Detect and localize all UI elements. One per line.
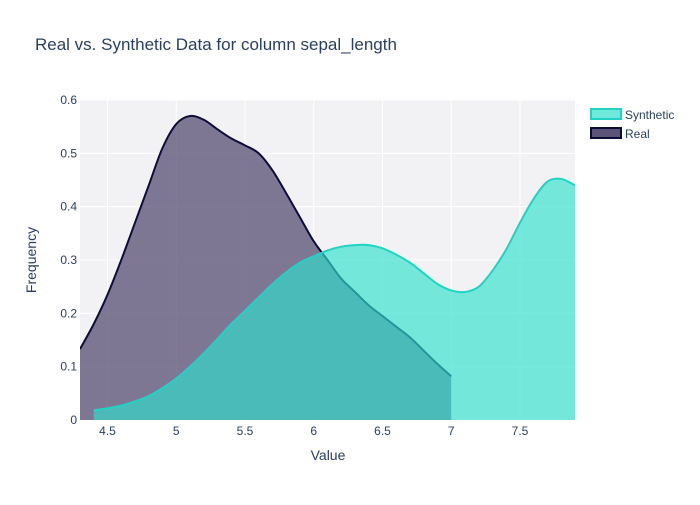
data-point-real[interactable]: Real: (5.9, 0.38) (297, 214, 303, 220)
data-point-synthetic[interactable]: Synthetic: (6.9, 0.255) (435, 281, 441, 287)
legend-item-synthetic[interactable]: Synthetic (590, 108, 674, 122)
data-point-real[interactable]: Real: (6, 0.335) (311, 238, 317, 244)
data-point-synthetic[interactable]: Synthetic: (4.9, 0.06) (160, 385, 166, 391)
y-tick-label: 0.2 (60, 306, 77, 320)
data-point-synthetic[interactable]: Synthetic: (5.6, 0.23) (256, 294, 262, 300)
data-point-synthetic[interactable]: Synthetic: (5.1, 0.1) (187, 364, 193, 370)
chart-title: Real vs. Synthetic Data for column sepal… (35, 35, 397, 54)
x-tick-label: 7.5 (512, 424, 529, 438)
data-point-synthetic[interactable]: Synthetic: (7.5, 0.37) (517, 220, 523, 226)
data-point-synthetic[interactable]: Synthetic: (7.3, 0.28) (490, 268, 496, 274)
axis-ticks: 4.5 5 5.5 6 6.5 7 7.5 0 0.1 0.2 0.3 0.4 0.5 0.6 (60, 93, 528, 438)
series-synthetic[interactable]: Synthetic: (4.4, 0.018) Synthetic: (4.5, … (91, 176, 578, 420)
data-point-synthetic[interactable]: Synthetic: (5.2, 0.125) (201, 350, 207, 356)
legend-label-real: Real (625, 127, 650, 141)
y-axis-label: Frequency (23, 227, 39, 293)
data-point-real[interactable]: Real: (4.5, 0.235) (105, 292, 111, 298)
data-point-synthetic[interactable]: Synthetic: (5, 0.078) (173, 375, 179, 381)
data-point-synthetic[interactable]: Synthetic: (6.2, 0.325) (338, 244, 344, 250)
data-point-synthetic[interactable]: Synthetic: (6, 0.307) (311, 253, 317, 259)
y-tick-label: 0.6 (60, 93, 77, 107)
series-layer: Real: (4.3, 0.133)Real: (4.4, 0.18)Real:… (80, 113, 578, 420)
data-point-real[interactable]: Real: (5.3, 0.545) (215, 126, 221, 132)
data-point-synthetic[interactable]: Synthetic: (7.2, 0.25) (476, 284, 482, 290)
legend-swatch-real (590, 127, 622, 139)
data-point-synthetic[interactable]: Synthetic: (7.6, 0.415) (531, 196, 537, 202)
data-point-real[interactable]: Real: (4.7, 0.37) (132, 220, 138, 226)
data-point-synthetic[interactable]: Synthetic: (7.4, 0.32) (503, 246, 509, 252)
data-point-real[interactable]: Real: (4.9, 0.51) (160, 145, 166, 151)
data-point-synthetic[interactable]: Synthetic: (5.9, 0.295) (297, 260, 303, 266)
data-point-synthetic[interactable]: Synthetic: (7.1, 0.24) (462, 289, 468, 295)
legend-item-real[interactable]: Real (590, 127, 650, 141)
data-point-synthetic[interactable]: Synthetic: (7.7, 0.447) (545, 179, 551, 185)
data-point-synthetic[interactable]: Synthetic: (5.7, 0.255) (270, 281, 276, 287)
plot-area[interactable]: Real: (4.3, 0.133)Real: (4.4, 0.18)Real:… (60, 93, 578, 438)
data-point-real[interactable]: Real: (5, 0.555) (173, 121, 179, 127)
data-point-real[interactable]: Real: (5.7, 0.468) (270, 167, 276, 173)
x-tick-label: 5.5 (237, 424, 254, 438)
x-tick-label: 5 (173, 424, 180, 438)
x-tick-label: 7 (448, 424, 455, 438)
data-point-real[interactable]: Real: (5.1, 0.57) (187, 113, 193, 119)
data-point-synthetic[interactable]: Synthetic: (4.5, 0.022) (105, 405, 111, 411)
data-point-synthetic[interactable]: Synthetic: (5.3, 0.152) (215, 336, 221, 342)
x-axis-label: Value (311, 447, 346, 463)
data-point-real[interactable]: Real: (4.6, 0.3) (118, 257, 124, 263)
data-point-real[interactable]: Real: (4.8, 0.44) (146, 182, 152, 188)
y-tick-label: 0.3 (60, 253, 77, 267)
data-point-synthetic[interactable]: Synthetic: (4.8, 0.045) (146, 393, 152, 399)
data-point-synthetic[interactable]: Synthetic: (6.5, 0.322) (380, 245, 386, 251)
data-point-synthetic[interactable]: Synthetic: (6.6, 0.31) (393, 252, 399, 258)
data-point-synthetic[interactable]: Synthetic: (7, 0.243) (448, 287, 454, 293)
data-point-synthetic[interactable]: Synthetic: (6.8, 0.275) (421, 270, 427, 276)
data-point-real[interactable]: Real: (5.2, 0.563) (201, 117, 207, 123)
x-tick-label: 6.5 (374, 424, 391, 438)
data-point-synthetic[interactable]: Synthetic: (5.4, 0.18) (228, 321, 234, 327)
data-point-real[interactable]: Real: (5.4, 0.528) (228, 135, 234, 141)
y-tick-label: 0.4 (60, 200, 77, 214)
series-line-synthetic[interactable] (93, 177, 575, 412)
y-tick-label: 0.1 (60, 360, 77, 374)
data-point-synthetic[interactable]: Synthetic: (6.1, 0.318) (325, 247, 331, 253)
data-point-synthetic[interactable]: Synthetic: (6.3, 0.328) (352, 242, 358, 248)
legend-label-synthetic: Synthetic (625, 108, 674, 122)
data-point-synthetic[interactable]: Synthetic: (5.5, 0.205) (242, 308, 248, 314)
data-point-synthetic[interactable]: Synthetic: (7.8, 0.452) (558, 176, 564, 182)
legend-swatch-synthetic (590, 108, 622, 120)
data-point-real[interactable]: Real: (5.8, 0.425) (283, 190, 289, 196)
y-tick-label: 0.5 (60, 146, 77, 160)
y-tick-label: 0 (70, 413, 77, 427)
data-point-synthetic[interactable]: Synthetic: (4.6, 0.027) (118, 403, 124, 409)
x-tick-label: 6 (310, 424, 317, 438)
data-point-real[interactable]: Real: (5.5, 0.515) (242, 142, 248, 148)
x-tick-label: 4.5 (99, 424, 116, 438)
data-point-real[interactable]: Real: (4.4, 0.18) (91, 321, 97, 327)
data-point-synthetic[interactable]: Synthetic: (4.7, 0.035) (132, 398, 138, 404)
data-point-synthetic[interactable]: Synthetic: (6.7, 0.295) (407, 260, 413, 266)
data-point-synthetic[interactable]: Synthetic: (4.4, 0.018) (91, 407, 97, 413)
data-point-real[interactable]: Real: (5.6, 0.5) (256, 150, 262, 156)
data-point-synthetic[interactable]: Synthetic: (6.4, 0.328) (366, 242, 372, 248)
data-point-synthetic[interactable]: Synthetic: (5.8, 0.277) (283, 269, 289, 275)
legend[interactable]: Synthetic Real (590, 108, 674, 141)
series-area-synthetic[interactable] (93, 178, 575, 420)
